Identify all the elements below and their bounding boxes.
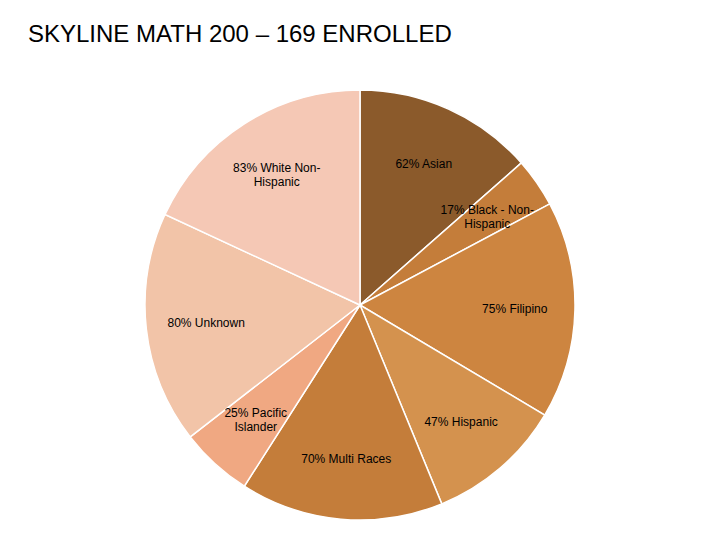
slice-label: 80% Unknown <box>167 316 244 330</box>
pie: 62% Asian 17% Black - Non-Hispanic 75% Fil… <box>145 90 575 520</box>
slice-label: 25% PacificIslander <box>224 406 287 434</box>
slice-label: 75% Filipino <box>482 302 548 316</box>
chart: SKYLINE MATH 200 – 169 ENROLLED 62% Asian… <box>0 0 720 540</box>
title: SKYLINE MATH 200 – 169 ENROLLED <box>28 20 452 47</box>
slice-label: 62% Asian <box>395 157 452 171</box>
slice-label: 70% Multi Races <box>301 452 391 466</box>
slice-label: 17% Black - Non-Hispanic <box>441 203 534 231</box>
slice <box>165 90 360 305</box>
slice-label: 83% White Non-Hispanic <box>233 161 320 189</box>
slice-label: 47% Hispanic <box>424 415 497 429</box>
